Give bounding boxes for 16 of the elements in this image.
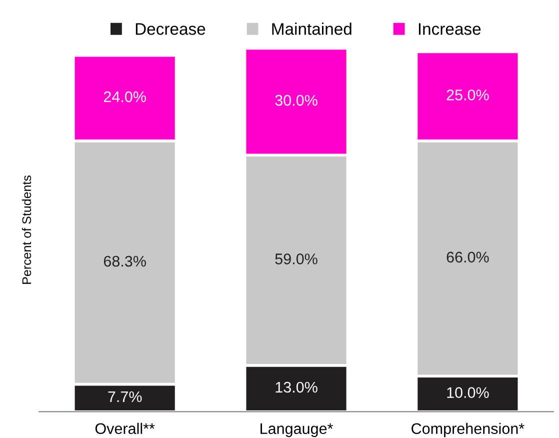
data-label: 66.0% bbox=[446, 252, 489, 263]
data-label: 30.0% bbox=[275, 94, 318, 106]
x-tick-label: Comprehension* bbox=[412, 422, 524, 438]
data-label: 10.0% bbox=[447, 387, 489, 398]
data-label: 59.0% bbox=[275, 254, 318, 264]
x-tick-label: Overall** bbox=[95, 422, 155, 434]
legend-label: Decrease bbox=[136, 23, 206, 35]
data-label: 24.0% bbox=[104, 91, 146, 102]
y-axis-title: Percent of Students bbox=[22, 176, 32, 284]
data-label: 68.3% bbox=[104, 256, 146, 267]
data-label: 7.7% bbox=[108, 391, 142, 402]
legend-label: Increase bbox=[418, 23, 481, 35]
data-label: 25.0% bbox=[446, 90, 489, 100]
x-tick-label: Langauge* bbox=[260, 423, 333, 438]
legend-label: Maintained bbox=[272, 22, 352, 35]
data-label: 13.0% bbox=[276, 382, 318, 393]
